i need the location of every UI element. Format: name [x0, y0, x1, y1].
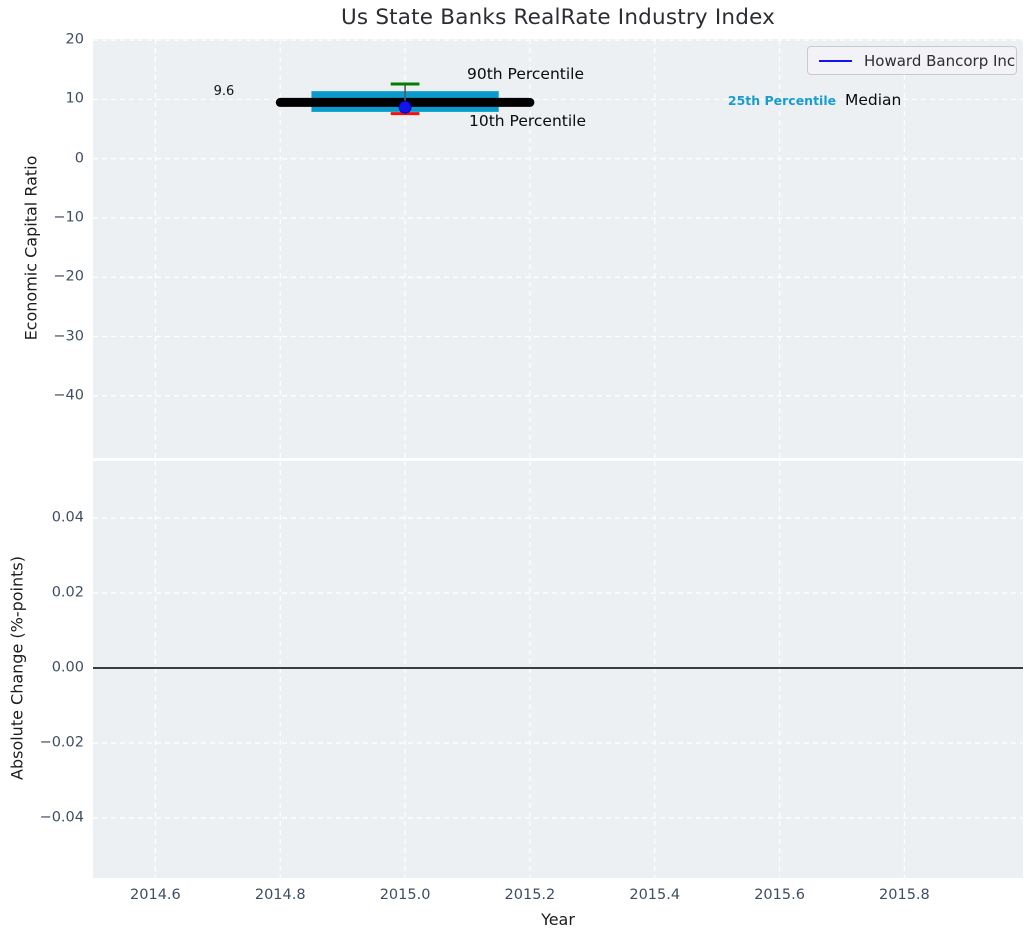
- x-tick-label: 2015.4: [629, 887, 681, 903]
- y-tick-label: −0.04: [39, 809, 84, 826]
- y-tick-label: 0: [74, 150, 84, 167]
- legend: Howard Bancorp Inc: [807, 46, 1017, 75]
- x-tick-label: 2015.8: [879, 887, 930, 903]
- median-annotation: Median: [845, 91, 902, 109]
- p10-annotation: 10th Percentile: [469, 112, 587, 130]
- y-tick-label: 0.00: [51, 659, 84, 676]
- y-tick-label: 0.02: [51, 584, 84, 601]
- p25-annotation: 25th Percentile: [727, 93, 837, 108]
- y-tick-label: 10: [65, 91, 84, 108]
- chart-title: Us State Banks RealRate Industry Index: [340, 5, 776, 30]
- y-tick-label: 20: [65, 31, 84, 48]
- x-axis-label-year: Year: [541, 910, 575, 929]
- capital-ratio-panel: [93, 39, 1023, 458]
- x-tick-label: 2014.8: [254, 887, 306, 903]
- x-tick-label: 2015.0: [379, 887, 431, 903]
- y-tick-label: 0.04: [51, 509, 84, 526]
- company-value-annotation: 9.6: [213, 84, 235, 99]
- y-tick-label: −30: [53, 328, 84, 345]
- y-tick-label: −0.02: [39, 734, 84, 751]
- y-axis-label-capital-ratio: Economic Capital Ratio: [21, 155, 41, 341]
- x-tick-label: 2015.2: [504, 887, 556, 903]
- legend-line-sample-icon: [819, 59, 852, 62]
- x-tick-label: 2014.6: [130, 887, 181, 903]
- x-tick-label: 2015.6: [754, 887, 805, 903]
- legend-series-label: Howard Bancorp Inc: [864, 51, 1016, 70]
- y-tick-label: −40: [53, 387, 84, 404]
- p90-annotation: 90th Percentile: [467, 65, 585, 83]
- y-tick-label: −20: [53, 268, 84, 285]
- absolute-change-panel: [93, 461, 1023, 878]
- y-tick-label: −10: [53, 209, 84, 226]
- y-axis-label-absolute-change: Absolute Change (%-points): [7, 556, 27, 780]
